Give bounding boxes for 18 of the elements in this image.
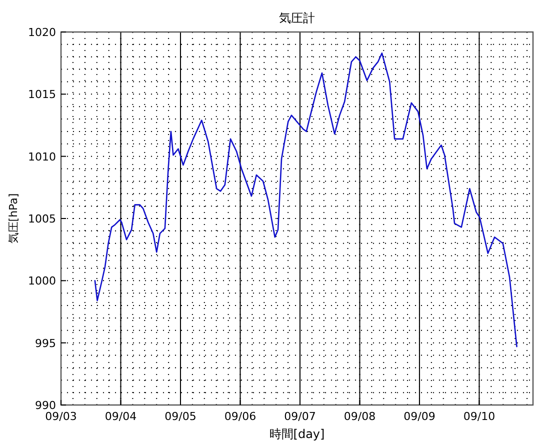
x-tick-label: 09/03 xyxy=(45,410,77,423)
x-tick-label: 09/08 xyxy=(344,410,376,423)
x-tick-label: 09/10 xyxy=(463,410,496,423)
chart-title: 気圧計 xyxy=(279,11,315,25)
x-tick-label: 09/09 xyxy=(404,410,436,423)
x-tick-label: 09/07 xyxy=(284,410,316,423)
y-tick-label: 1015 xyxy=(28,88,56,102)
x-tick-label: 09/04 xyxy=(104,410,137,423)
x-axis-title: 時間[day] xyxy=(269,427,325,441)
y-tick-label: 1010 xyxy=(28,150,56,164)
x-tick-label: 09/06 xyxy=(224,410,256,423)
x-tick-label: 09/05 xyxy=(164,410,196,423)
y-tick-label: 990 xyxy=(35,399,56,412)
y-tick-label: 995 xyxy=(35,336,56,350)
y-tick-label: 1000 xyxy=(28,274,56,288)
y-tick-label: 1005 xyxy=(28,212,56,226)
y-axis-title: 気圧[hPa] xyxy=(7,193,20,244)
y-tick-label: 1020 xyxy=(28,26,56,39)
